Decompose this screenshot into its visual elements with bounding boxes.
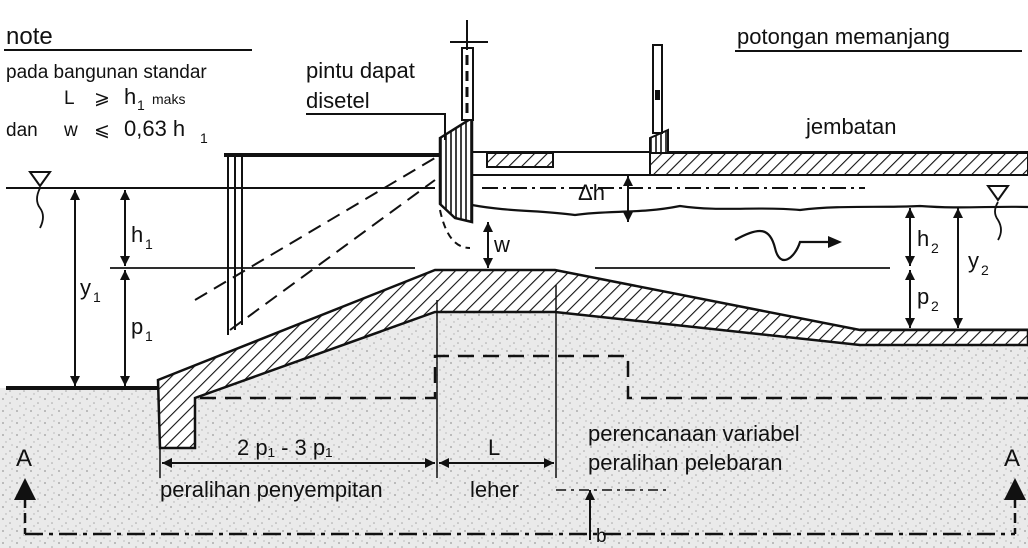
adjustable-gate — [438, 115, 474, 224]
dashed-ramp-outer — [194, 154, 441, 301]
note-w-symbol: w — [63, 120, 78, 141]
y2-label-sub: 2 — [981, 262, 989, 278]
y1-label-sub: 1 — [93, 289, 101, 305]
h2-label: h — [917, 226, 929, 251]
transition-length-label: 2 p₁ - 3 p₁ — [237, 435, 333, 460]
h1-label-sub: 1 — [145, 236, 153, 252]
bridge-label: jembatan — [805, 114, 897, 139]
note-ratio: 0,63 h — [124, 116, 185, 141]
dim-y1 — [70, 190, 80, 386]
b-label: b — [596, 526, 607, 547]
dashed-ramp-inner — [229, 179, 436, 331]
y1-label: y — [80, 275, 91, 300]
throat-length-label: L — [488, 435, 500, 460]
variable-label-line1: perencanaan variabel — [588, 421, 800, 446]
w-label: w — [493, 232, 510, 257]
h1-label: h — [131, 222, 143, 247]
note-maks: maks — [152, 91, 185, 107]
soil-fill — [0, 312, 1028, 548]
dim-p2 — [905, 270, 915, 328]
gate-label-line1: pintu dapat — [306, 58, 415, 83]
section-title: potongan memanjang — [737, 24, 950, 49]
flow-arrow — [734, 230, 838, 262]
section-arrow-left — [14, 478, 36, 500]
p2-label-sub: 2 — [931, 298, 939, 314]
section-arrow-right — [1004, 478, 1026, 500]
note-h1: h — [124, 84, 136, 109]
sill-structure — [156, 268, 1028, 450]
water-level-symbol-left — [28, 171, 52, 229]
bridge-slab-small — [486, 152, 554, 168]
dim-throat — [439, 458, 554, 468]
section-label-right: A — [1004, 445, 1020, 472]
note-ratio-sub: 1 — [200, 130, 208, 146]
variable-label-line2: peralihan pelebaran — [588, 450, 783, 475]
contraction-label: peralihan penyempitan — [160, 477, 383, 502]
throat-label: leher — [470, 477, 519, 502]
note-l-symbol: L — [64, 88, 75, 109]
note-h1-sub: 1 — [137, 97, 145, 113]
delta-h-label: Δh — [578, 180, 605, 205]
section-label-left: A — [16, 445, 32, 472]
dim-transition — [162, 458, 435, 468]
note-leq: ⩽ — [94, 120, 110, 141]
p1-label: p — [131, 314, 143, 339]
dim-w — [483, 222, 493, 268]
dim-y2 — [953, 208, 963, 328]
y2-label: y — [968, 248, 979, 273]
dim-h1 — [120, 190, 130, 266]
water-level-symbol-right — [986, 185, 1010, 241]
note-geq: ⩾ — [94, 88, 110, 109]
note-title: note — [6, 23, 53, 50]
bridge-post — [652, 44, 663, 134]
bridge-slab — [649, 152, 1028, 176]
dim-p1 — [120, 270, 130, 386]
note-line1: pada bangunan standar — [6, 62, 207, 83]
dim-h2 — [905, 208, 915, 266]
downstream-water-surface — [471, 203, 1028, 217]
dashed-foundation — [200, 354, 1028, 400]
gate-label-line2: disetel — [306, 88, 370, 113]
p1-label-sub: 1 — [145, 328, 153, 344]
note-dan: dan — [6, 120, 38, 141]
p2-label: p — [917, 284, 929, 309]
h2-label-sub: 2 — [931, 240, 939, 256]
